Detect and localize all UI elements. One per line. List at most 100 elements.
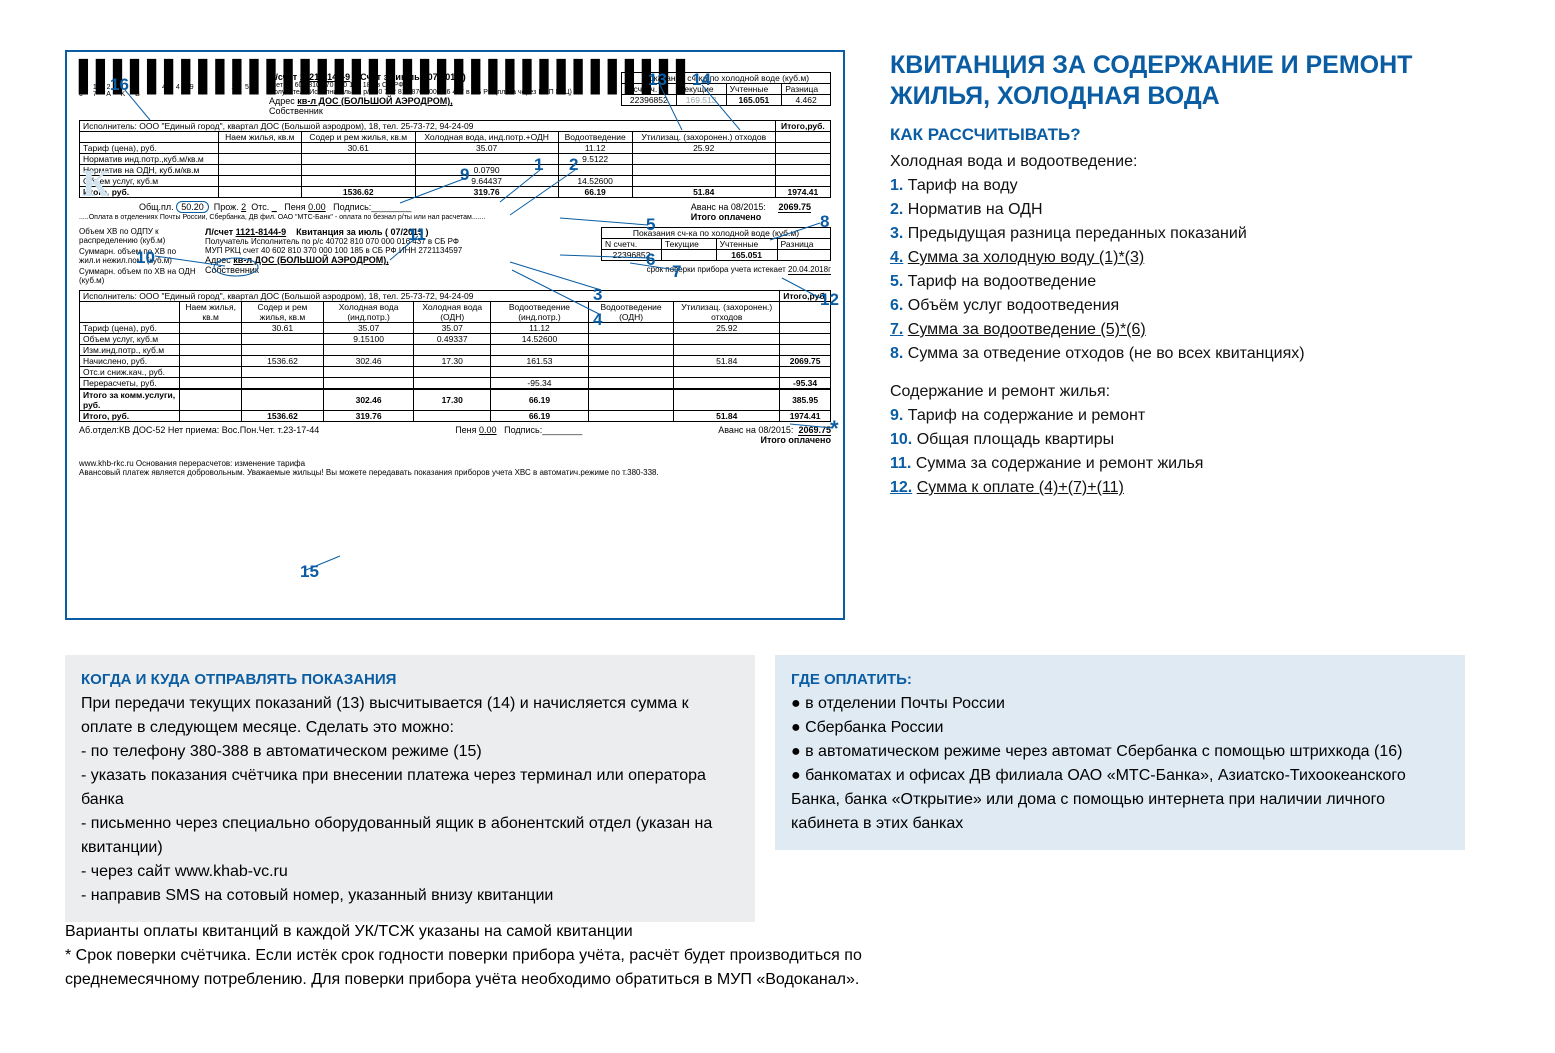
- meter-diff-val: 4.462: [782, 95, 831, 106]
- table-row: Норматив инд.потр.,куб.м/кв.м9.5122: [80, 154, 831, 165]
- table-header: [80, 302, 180, 323]
- callout-number: 12: [820, 290, 839, 310]
- due-top: 2069.75: [778, 202, 811, 213]
- info-line: - через сайт www.khab-vc.ru: [81, 860, 739, 884]
- explain-item: 9. Тариф на содержание и ремонт: [890, 404, 1490, 428]
- footnote-line: Варианты оплаты квитанций в каждой УК/ТС…: [65, 920, 955, 944]
- table-header: [80, 132, 219, 143]
- itogo-head-top: Итого,руб.: [775, 121, 830, 132]
- info-line: - по телефону 380-388 в автоматическом р…: [81, 740, 739, 764]
- when-where-box: КОГДА И КУДА ОТПРАВЛЯТЬ ПОКАЗАНИЯ При пе…: [65, 655, 755, 922]
- callout-number: 4: [593, 310, 602, 330]
- table-row: Итого за комм.услуги, руб.302.4617.3066.…: [80, 390, 831, 411]
- paid-label-2: Итого оплачено: [761, 435, 831, 445]
- owner-top: Собственник: [269, 106, 621, 116]
- info-line: При передачи текущих показаний (13) высч…: [81, 692, 739, 740]
- k-watermark: К: [82, 162, 110, 206]
- table-row: Изм.инд.потр., куб.м: [80, 345, 831, 356]
- meter-header-2: Показания сч-ка по холодной воде (куб.м): [602, 228, 831, 239]
- account-no: 1121-8144-9: [300, 72, 351, 82]
- callout-number: 2: [569, 155, 578, 175]
- callout-number: 13: [648, 70, 667, 90]
- table-row: Итого, руб.1536.62319.7666.1951.841974.4…: [80, 411, 831, 422]
- meter-col-diff: Разница: [782, 84, 831, 95]
- where-pay-box: ГДЕ ОПЛАТИТЬ: ● в отделении Почты России…: [775, 655, 1465, 850]
- sms-line: Авансовый платеж является добровольным. …: [79, 468, 831, 477]
- sign-label-2: Подпись:: [504, 425, 542, 435]
- table-header: Утилизац. (захоронен.) отходов: [632, 132, 775, 143]
- sign-label: Подпись:: [333, 202, 371, 212]
- table-header: Наем жилья, кв.м: [180, 302, 242, 323]
- meter2-col-diff: Разница: [777, 239, 830, 250]
- contractor-2: Исполнитель: ООО "Единый город", квартал…: [80, 291, 780, 302]
- check-expiry-value: 20.04.2018г: [788, 265, 831, 275]
- area-value: 50.20: [176, 201, 209, 213]
- penalty-value-2: 0.00: [479, 425, 497, 435]
- address-top: кв-л ДОС (БОЛЬШОЙ АЭРОДРОМ),: [297, 96, 452, 106]
- meter2-acc-val: 165.051: [716, 250, 777, 261]
- paid-label-top: Итого оплачено: [691, 212, 761, 222]
- abs-value: _: [272, 202, 277, 212]
- callout-number: 16: [110, 75, 129, 95]
- explanation-block: Холодная вода и водоотведение: 1. Тариф …: [890, 150, 1490, 500]
- table-header: Содер и рем жилья, кв.м: [242, 302, 324, 323]
- check-expiry-label: срок поверки прибора учета истекает: [647, 265, 786, 274]
- table-row: Объем услуг, куб.м9.151000.4933714.52600: [80, 334, 831, 345]
- table-row: Тариф (цена), руб.30.6135.0711.1225.92: [80, 143, 831, 154]
- abs-label: Отс.: [251, 202, 269, 212]
- table-row: Начислено, руб.1536.62302.4617.30161.535…: [80, 356, 831, 367]
- receipt: К ▌▌▌▌▌▌▌▌▌▌▌▌▌▌▌▌▌▌▌▌▌▌▌▌▌▌▌▌▌▌▌▌▌▌▌▌ 5…: [65, 50, 845, 620]
- explain-item: 10. Общая площадь квартиры: [890, 428, 1490, 452]
- callout-number: 7: [672, 262, 681, 282]
- barcode-icon: ▌▌▌▌▌▌▌▌▌▌▌▌▌▌▌▌▌▌▌▌▌▌▌▌▌▌▌▌▌▌▌▌▌▌▌▌: [79, 72, 259, 84]
- footnote-line: * Срок поверки счётчика. Если истёк срок…: [65, 944, 955, 992]
- recipient-2a: Получатель Исполнитель по р/с 40702 810 …: [205, 237, 601, 246]
- advance-label-2: Аванс на 08/2015:: [718, 425, 793, 435]
- meter-cur-val: 169.513: [676, 95, 726, 106]
- table-row: Итого, руб.1536.62319.7666.1951.841974.4…: [80, 187, 831, 198]
- meter2-col-acc: Учтенные: [716, 239, 777, 250]
- meter-col-acc: Учтенные: [726, 84, 782, 95]
- callout-number: 1: [534, 155, 543, 175]
- info-line: - письменно через специально оборудованн…: [81, 812, 739, 860]
- where-pay-heading: ГДЕ ОПЛАТИТЬ:: [791, 669, 1449, 692]
- explain-item: 6. Объём услуг водоотведения: [890, 294, 1490, 318]
- explain-item: 1. Тариф на воду: [890, 174, 1490, 198]
- resid-value: 2: [241, 202, 246, 212]
- table-row: Перерасчеты, руб.-95.34-95.34: [80, 378, 831, 389]
- info-line: ● в отделении Почты России: [791, 692, 1449, 716]
- explain-item: 7. Сумма за водоотведение (5)*(6): [890, 318, 1490, 342]
- area-label: Общ.пл.: [139, 202, 174, 212]
- table-row: Тариф (цена), руб.30.6135.0735.0711.1225…: [80, 323, 831, 334]
- recipient-top: Получатель Исполнитель по р/с 40 702 810…: [269, 89, 621, 96]
- explain-item: 12. Сумма к оплате (4)+(7)+(11): [890, 476, 1490, 500]
- table-header: Холодная вода (ОДН): [414, 302, 491, 323]
- ab-dept: Аб.отдел:КВ ДОС-52 Нет приема: Вос.Пон.Ч…: [79, 425, 319, 445]
- address-2: кв-л ДОС (БОЛЬШОЙ АЭРОДРОМ),: [233, 255, 388, 265]
- callout-number: 8: [820, 212, 829, 232]
- explain-intro: Холодная вода и водоотведение:: [890, 150, 1490, 174]
- table-header: Утилизац. (захоронен.) отходов: [674, 302, 780, 323]
- callout-number: 5: [646, 215, 655, 235]
- address-label: Адрес: [269, 96, 295, 106]
- table-header: Холодная вода (инд.потр.): [323, 302, 413, 323]
- table-header: Наем жилья, кв.м: [218, 132, 301, 143]
- account-no-2: 1121-8144-9: [236, 227, 287, 237]
- info-line: - направив SMS на сотовый номер, указанн…: [81, 884, 739, 908]
- callout-number: 6: [646, 250, 655, 270]
- info-line: ● в автоматическом режиме через автомат …: [791, 740, 1449, 764]
- info-line: ● банкоматах и офисах ДВ филиала ОАО «МТ…: [791, 764, 1449, 836]
- explain-item: 8. Сумма за отведение отходов (не во все…: [890, 342, 1490, 366]
- table-header: Водоотведение: [558, 132, 632, 143]
- table-row: Норматив на ОДН, куб.м/кв.м0.0790: [80, 165, 831, 176]
- table-header: Холодная вода, инд.потр.+ОДН: [415, 132, 558, 143]
- callout-number: 10: [136, 248, 155, 268]
- meter-n-val: 22396852: [622, 95, 677, 106]
- explain-intro2: Содержание и ремонт жилья:: [890, 380, 1490, 404]
- table-header: Содер и рем жилья, кв.м: [301, 132, 415, 143]
- asterisk-mark: *: [830, 416, 839, 442]
- period: Счет за июль ( 07/2015 ): [360, 72, 466, 82]
- table-header: Водоотведение (инд.потр.): [491, 302, 589, 323]
- how-to-heading: КАК РАССЧИТЫВАТЬ?: [890, 125, 1081, 145]
- explain-item: 2. Норматив на ОДН: [890, 198, 1490, 222]
